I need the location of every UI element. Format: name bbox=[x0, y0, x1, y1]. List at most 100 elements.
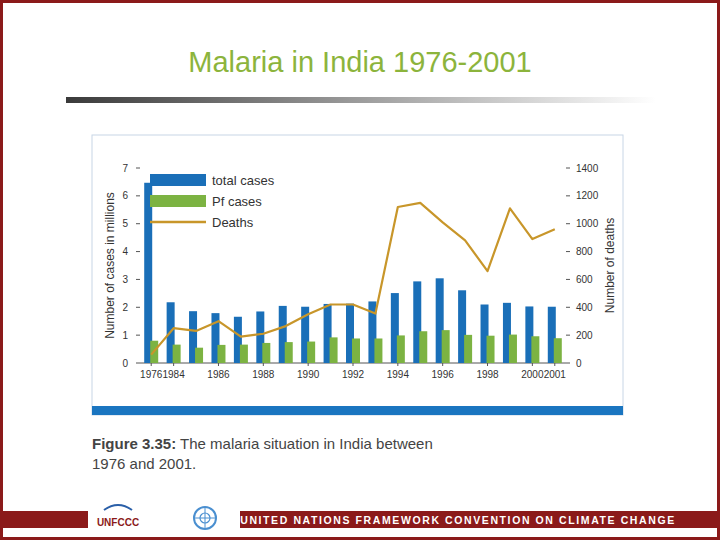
x-tick bbox=[397, 363, 398, 366]
y2-tick-label: 1000 bbox=[576, 218, 599, 229]
y2-tick-label: 1400 bbox=[576, 163, 599, 174]
x-tick bbox=[554, 363, 555, 366]
bar bbox=[240, 345, 248, 363]
marks bbox=[144, 183, 562, 363]
y-tick bbox=[136, 363, 140, 364]
caption: Figure 3.35: The malaria situation in In… bbox=[92, 435, 433, 472]
bar bbox=[487, 336, 495, 363]
y2-axis-title: Number of deaths bbox=[603, 218, 617, 313]
caption-line: The malaria situation in India between bbox=[176, 435, 433, 452]
x-tick bbox=[218, 363, 219, 366]
bar bbox=[352, 338, 360, 363]
y-tick-label: 1 bbox=[122, 330, 128, 341]
x-tick bbox=[173, 363, 174, 366]
y-tick bbox=[136, 335, 140, 336]
x-tick-label: 1990 bbox=[297, 369, 320, 380]
legend-label: total cases bbox=[212, 173, 275, 188]
bar bbox=[330, 337, 338, 363]
y2-tick-label: 200 bbox=[576, 330, 593, 341]
x-tick bbox=[263, 363, 264, 366]
caption-label: Figure 3.35: bbox=[92, 435, 176, 452]
y-tick-label: 3 bbox=[122, 274, 128, 285]
bar bbox=[531, 336, 539, 363]
y-tick-label: 0 bbox=[122, 358, 128, 369]
y2-tick-label: 400 bbox=[576, 302, 593, 313]
x-tick bbox=[487, 363, 488, 366]
y-tick-label: 5 bbox=[122, 218, 128, 229]
y2-tick-label: 1200 bbox=[576, 190, 599, 201]
bar bbox=[285, 342, 293, 363]
y-tick bbox=[136, 223, 140, 224]
bar bbox=[419, 331, 427, 363]
legend-label: Deaths bbox=[212, 215, 254, 230]
x-tick-label: 1994 bbox=[387, 369, 410, 380]
caption-line: 1976 and 2001. bbox=[92, 455, 196, 472]
y2-tick bbox=[566, 251, 570, 252]
x-tick-label: 1992 bbox=[342, 369, 365, 380]
bar bbox=[217, 345, 225, 363]
y2-tick bbox=[566, 195, 570, 196]
legend-label: Pf cases bbox=[212, 194, 262, 209]
slide-background bbox=[0, 0, 720, 540]
x-tick-label: 1988 bbox=[252, 369, 275, 380]
bar bbox=[442, 330, 450, 363]
bar bbox=[554, 338, 562, 363]
slide-border bbox=[2, 2, 719, 539]
y2-tick-label: 600 bbox=[576, 274, 593, 285]
x-tick-label: 1998 bbox=[476, 369, 499, 380]
y-tick-label: 2 bbox=[122, 302, 128, 313]
legend-swatch bbox=[150, 195, 206, 207]
x-tick-label: 1996 bbox=[432, 369, 455, 380]
title-rule bbox=[66, 97, 656, 103]
footer-text: UNITED NATIONS FRAMEWORK CONVENTION ON C… bbox=[240, 514, 676, 526]
logo-text: UNFCCC bbox=[97, 517, 139, 528]
y-tick bbox=[136, 279, 140, 280]
y-tick bbox=[136, 251, 140, 252]
x-tick-label: 1976 bbox=[140, 369, 163, 380]
x-tick-label: 2001 bbox=[544, 369, 567, 380]
bar bbox=[307, 342, 315, 363]
x-tick-label: 2000 bbox=[521, 369, 544, 380]
axes: 0123456702004006008001000120014001976198… bbox=[103, 163, 617, 381]
y2-tick bbox=[566, 223, 570, 224]
x-tick-label: 1986 bbox=[207, 369, 230, 380]
y2-tick bbox=[566, 168, 570, 169]
bar bbox=[173, 345, 181, 363]
y2-tick-label: 800 bbox=[576, 246, 593, 257]
legend-swatch bbox=[150, 221, 206, 224]
y-tick-label: 6 bbox=[122, 190, 128, 201]
y2-tick bbox=[566, 307, 570, 308]
x-tick bbox=[353, 363, 354, 366]
bar bbox=[195, 348, 203, 363]
logo-arc bbox=[104, 505, 132, 510]
y-tick bbox=[136, 307, 140, 308]
x-tick bbox=[151, 363, 152, 366]
bar bbox=[509, 335, 517, 363]
x-tick bbox=[532, 363, 533, 366]
chart-box bbox=[92, 135, 623, 415]
y-tick bbox=[136, 195, 140, 196]
y2-tick bbox=[566, 279, 570, 280]
y-tick-label: 7 bbox=[122, 163, 128, 174]
y2-tick bbox=[566, 363, 570, 364]
legend-swatch bbox=[150, 174, 206, 186]
bar bbox=[464, 335, 472, 363]
bar bbox=[374, 338, 382, 363]
title: Malaria in India 1976-2001 bbox=[188, 46, 531, 78]
un-emblem-line bbox=[205, 507, 206, 529]
line bbox=[151, 203, 555, 355]
y2-tick-label: 0 bbox=[576, 358, 582, 369]
bar bbox=[397, 335, 405, 363]
un-emblem bbox=[194, 507, 216, 529]
x-tick bbox=[308, 363, 309, 366]
slide: Malaria in India 1976-2001 0 1 2 3 4 5 6 7 0 200 40… bbox=[0, 0, 720, 540]
logo-area bbox=[88, 504, 240, 534]
caption-text: The malaria situation in India between 19… bbox=[92, 435, 433, 472]
bar bbox=[144, 183, 152, 363]
x-tick-label: 1984 bbox=[163, 369, 186, 380]
y-tick-label: 4 bbox=[122, 246, 128, 257]
chart-box-band bbox=[92, 406, 623, 415]
y-axis-title: Number of cases in millions bbox=[103, 192, 117, 339]
x-tick bbox=[442, 363, 443, 366]
y2-tick bbox=[566, 335, 570, 336]
